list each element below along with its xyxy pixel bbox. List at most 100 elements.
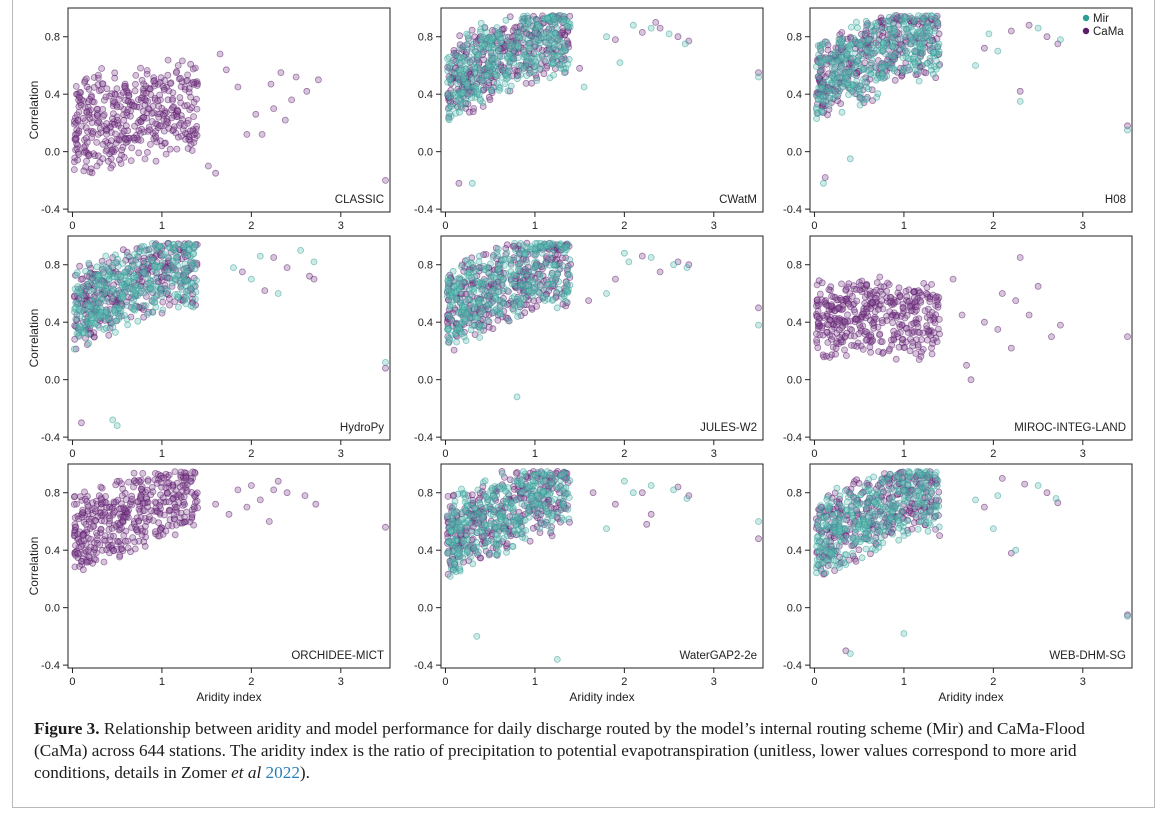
point-mir (910, 53, 918, 61)
point-mir (479, 85, 487, 92)
legend-label-cama: CaMa (1093, 26, 1124, 38)
point-mir (121, 268, 129, 276)
point-mir (462, 278, 470, 285)
point-cama (146, 140, 154, 148)
y-tick-label: 0.4 (418, 545, 433, 557)
point-cama (106, 514, 113, 522)
point-cama (837, 338, 845, 346)
point-cama (252, 110, 260, 118)
point-mir (146, 284, 154, 292)
point-cama (895, 284, 903, 292)
y-tick-label: 0.8 (787, 32, 802, 44)
point-mir (838, 108, 846, 116)
point-mir (476, 321, 484, 329)
point-mir (557, 64, 565, 72)
point-mir (904, 63, 912, 71)
point-cama (267, 80, 275, 88)
point-mir (463, 80, 471, 88)
point-cama (123, 248, 131, 256)
point-mir (450, 502, 458, 510)
point-mir (93, 263, 101, 271)
point-mir (514, 54, 522, 62)
point-mir (513, 393, 521, 401)
point-mir (813, 115, 820, 122)
point-mir (455, 309, 462, 317)
x-tick-label: 2 (248, 676, 254, 688)
point-mir (131, 302, 139, 310)
point-cama (125, 478, 133, 486)
point-cama (1016, 87, 1024, 95)
point-cama (156, 525, 164, 533)
point-mir (118, 279, 125, 287)
point-cama (843, 352, 850, 360)
point-mir (518, 18, 526, 26)
point-mir (467, 553, 474, 561)
point-cama (815, 277, 823, 285)
point-cama (131, 538, 139, 546)
x-tick-label: 2 (621, 220, 627, 232)
point-cama (469, 108, 477, 116)
point-cama (183, 487, 191, 495)
point-mir (481, 23, 489, 31)
point-mir (625, 258, 633, 266)
point-mir (856, 101, 864, 109)
point-mir (187, 257, 195, 265)
point-cama (930, 329, 938, 337)
point-mir (856, 42, 864, 49)
point-mir (824, 88, 832, 96)
point-mir (174, 271, 182, 279)
point-cama (72, 345, 80, 353)
point-cama (182, 135, 189, 143)
point-cama (258, 130, 266, 138)
point-cama (548, 532, 556, 540)
point-cama (833, 318, 841, 326)
plot-area (67, 7, 391, 213)
point-cama (82, 134, 90, 142)
point-mir (493, 24, 501, 32)
point-mir (880, 63, 888, 71)
point-cama (184, 117, 192, 124)
point-cama (109, 115, 116, 122)
point-cama (485, 93, 493, 101)
point-cama (173, 503, 181, 511)
point-mir (102, 281, 110, 289)
point-mir (919, 45, 927, 53)
point-cama (119, 246, 127, 254)
point-cama (844, 283, 851, 291)
point-mir (889, 52, 897, 60)
point-cama (963, 361, 970, 369)
legend-label-mir: Mir (1093, 13, 1109, 25)
point-cama (906, 302, 914, 310)
point-cama (85, 152, 92, 160)
point-mir (972, 62, 979, 69)
point-cama (141, 542, 149, 550)
point-cama (647, 510, 655, 518)
point-mir (99, 313, 107, 321)
point-mir (164, 287, 172, 295)
point-cama (873, 279, 881, 287)
y-tick-label: 0.8 (418, 260, 433, 272)
y-tick-label: 0.0 (418, 375, 433, 387)
point-mir (86, 270, 94, 278)
point-cama (981, 318, 988, 326)
point-cama (911, 294, 918, 302)
point-cama (78, 419, 85, 427)
point-mir (88, 319, 96, 327)
point-mir (603, 290, 610, 297)
panel-title: MIROC-INTEG-LAND (1014, 422, 1126, 434)
point-mir (468, 179, 476, 187)
point-mir (180, 243, 188, 250)
point-mir (915, 77, 923, 85)
point-cama (561, 31, 569, 39)
point-mir (98, 295, 106, 303)
point-cama (103, 120, 110, 127)
point-mir (256, 252, 264, 260)
point-mir (828, 59, 836, 67)
point-mir (850, 71, 858, 78)
point-mir (899, 68, 907, 75)
point-mir (140, 247, 148, 255)
y-tick-label: 0.8 (45, 488, 60, 500)
point-cama (165, 295, 173, 303)
point-cama (967, 376, 975, 384)
point-mir (466, 90, 474, 98)
